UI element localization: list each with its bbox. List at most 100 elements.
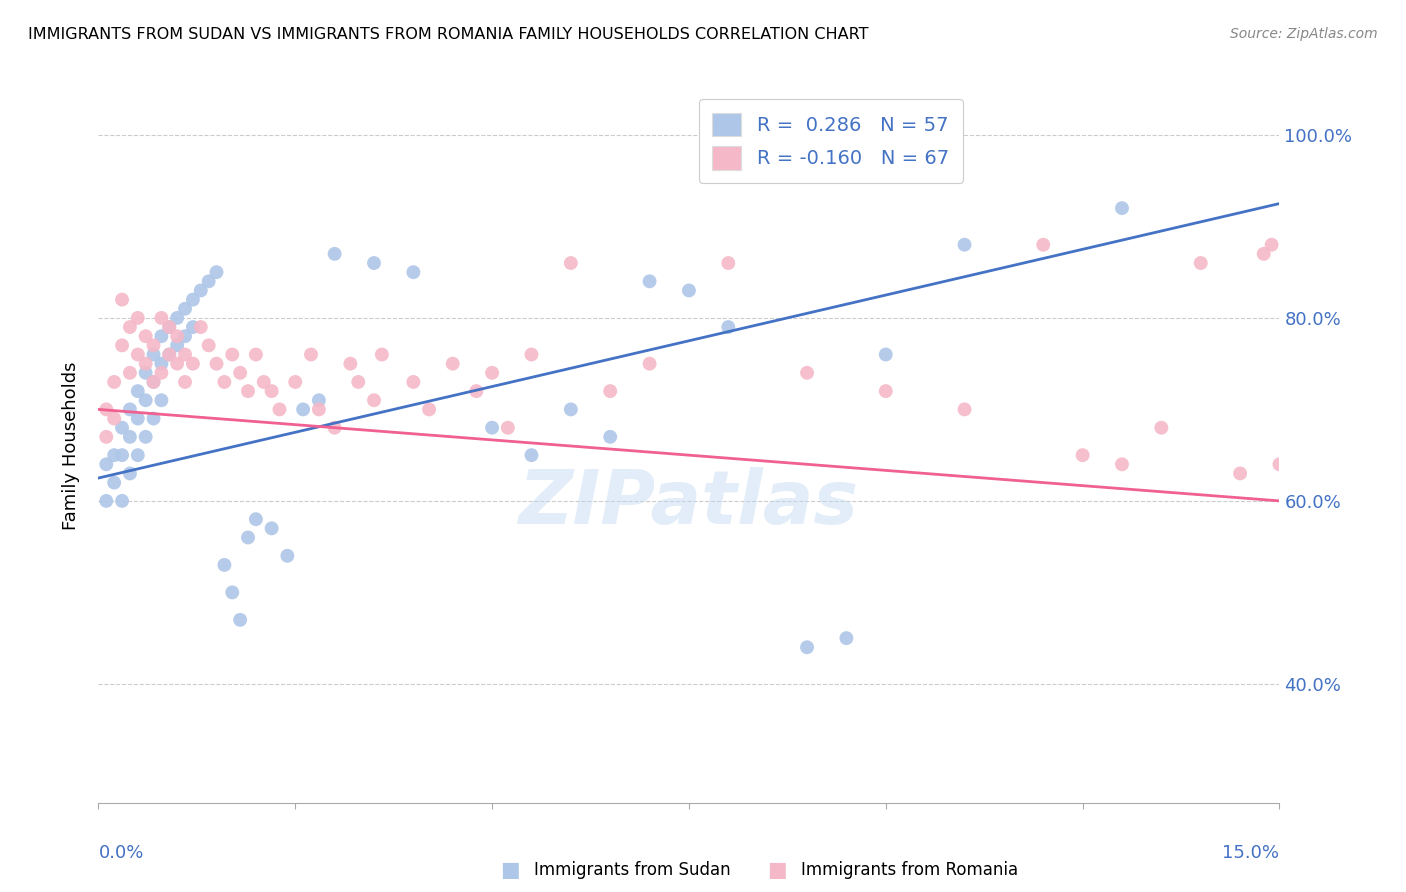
Point xyxy=(1032,237,1054,252)
Point xyxy=(269,402,291,417)
Point xyxy=(142,338,165,352)
Point xyxy=(111,448,134,462)
Point xyxy=(150,366,173,380)
Point xyxy=(260,384,283,398)
Point xyxy=(481,420,503,434)
Point xyxy=(150,357,173,371)
Point xyxy=(174,301,197,316)
Point xyxy=(717,320,740,334)
Text: Source: ZipAtlas.com: Source: ZipAtlas.com xyxy=(1230,27,1378,41)
Point xyxy=(236,531,259,545)
Point xyxy=(96,458,118,472)
Point xyxy=(875,347,897,361)
Point xyxy=(323,247,346,261)
Point xyxy=(190,320,212,334)
Point xyxy=(402,375,425,389)
Point xyxy=(245,347,267,361)
Point xyxy=(1277,695,1299,709)
Point xyxy=(1189,256,1212,270)
Point xyxy=(599,384,621,398)
Point xyxy=(166,357,188,371)
Point xyxy=(418,402,440,417)
Point xyxy=(181,293,204,307)
Point xyxy=(111,420,134,434)
Point xyxy=(197,274,219,288)
Point xyxy=(221,347,243,361)
Point xyxy=(1284,704,1306,718)
Point xyxy=(1071,448,1094,462)
Point xyxy=(229,613,252,627)
Point xyxy=(835,631,858,645)
Point xyxy=(339,357,361,371)
Point xyxy=(1253,247,1275,261)
Point xyxy=(127,411,149,425)
Point xyxy=(214,375,236,389)
Point xyxy=(363,393,385,408)
Point xyxy=(174,329,197,343)
Point xyxy=(157,320,180,334)
Point xyxy=(953,237,976,252)
Point xyxy=(560,256,582,270)
Text: IMMIGRANTS FROM SUDAN VS IMMIGRANTS FROM ROMANIA FAMILY HOUSEHOLDS CORRELATION C: IMMIGRANTS FROM SUDAN VS IMMIGRANTS FROM… xyxy=(28,27,869,42)
Point xyxy=(205,265,228,279)
Point xyxy=(166,329,188,343)
Point xyxy=(229,366,252,380)
Point xyxy=(402,265,425,279)
Text: ■: ■ xyxy=(768,860,787,880)
Point xyxy=(166,310,188,325)
Point xyxy=(276,549,298,563)
Point xyxy=(135,430,157,444)
Point xyxy=(111,338,134,352)
Point xyxy=(135,357,157,371)
Point xyxy=(118,402,141,417)
Point xyxy=(599,430,621,444)
Point xyxy=(221,585,243,599)
Point xyxy=(465,384,488,398)
Point xyxy=(678,284,700,298)
Text: 15.0%: 15.0% xyxy=(1222,844,1279,862)
Point xyxy=(1229,467,1251,481)
Point xyxy=(363,256,385,270)
Text: ZIPatlas: ZIPatlas xyxy=(519,467,859,540)
Point xyxy=(111,494,134,508)
Point xyxy=(118,467,141,481)
Point xyxy=(157,320,180,334)
Point xyxy=(253,375,276,389)
Point xyxy=(1111,458,1133,472)
Point xyxy=(1150,420,1173,434)
Point xyxy=(953,402,976,417)
Point xyxy=(166,338,188,352)
Point xyxy=(796,640,818,655)
Point xyxy=(260,521,283,535)
Point xyxy=(157,347,180,361)
Point xyxy=(96,430,118,444)
Point xyxy=(111,293,134,307)
Point xyxy=(103,448,125,462)
Point xyxy=(284,375,307,389)
Point xyxy=(308,402,330,417)
Point xyxy=(142,375,165,389)
Point xyxy=(174,375,197,389)
Point xyxy=(150,310,173,325)
Point xyxy=(214,558,236,572)
Legend: R =  0.286   N = 57, R = -0.160   N = 67: R = 0.286 N = 57, R = -0.160 N = 67 xyxy=(699,99,963,184)
Point xyxy=(127,347,149,361)
Point xyxy=(371,347,394,361)
Point xyxy=(103,475,125,490)
Point xyxy=(308,393,330,408)
Y-axis label: Family Households: Family Households xyxy=(62,362,80,530)
Point xyxy=(1260,237,1282,252)
Point xyxy=(127,310,149,325)
Point xyxy=(292,402,315,417)
Point xyxy=(560,402,582,417)
Point xyxy=(347,375,370,389)
Point xyxy=(118,430,141,444)
Point xyxy=(142,411,165,425)
Point xyxy=(103,375,125,389)
Text: 0.0%: 0.0% xyxy=(98,844,143,862)
Point xyxy=(96,494,118,508)
Point xyxy=(174,347,197,361)
Point xyxy=(150,393,173,408)
Point xyxy=(118,320,141,334)
Point xyxy=(520,347,543,361)
